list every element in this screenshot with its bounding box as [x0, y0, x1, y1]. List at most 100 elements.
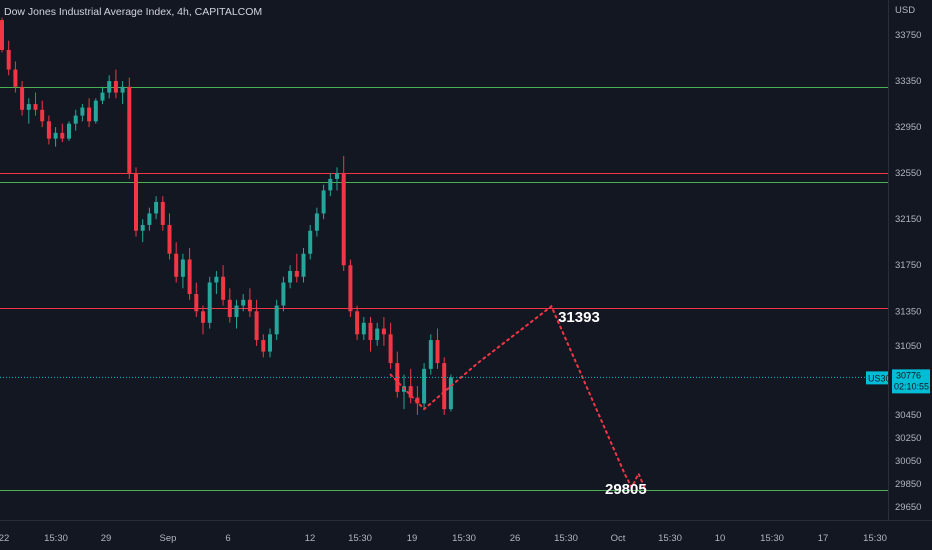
symbol-badge [866, 371, 888, 385]
projection-line[interactable] [389, 304, 647, 491]
candle-body [194, 294, 199, 312]
y-tick-label: 31050 [895, 341, 921, 352]
price-badge: US30 30776 02:10:55 [866, 369, 930, 394]
candle-body [314, 213, 319, 231]
price-badge-box [892, 369, 930, 394]
symbol-badge-text: US30 [868, 373, 891, 383]
candle-body [368, 322, 373, 341]
y-tick-label: 33750 [895, 30, 921, 41]
candle-body [348, 265, 353, 312]
candle-body [134, 173, 138, 231]
candle-body [381, 328, 386, 335]
candle-body [53, 132, 58, 139]
x-tick-label: Oct [611, 533, 626, 544]
x-tick-label: 29 [101, 533, 112, 544]
candle-body [247, 299, 252, 312]
y-tick-label: 31350 [895, 306, 921, 317]
candle-body [87, 107, 92, 122]
candle-body [361, 322, 366, 335]
y-tick-label: 32550 [895, 168, 921, 179]
candle-body [388, 334, 393, 364]
candle-body [321, 190, 326, 214]
candle-body [174, 253, 179, 277]
candle-body [415, 397, 420, 404]
candle-body [261, 340, 266, 352]
candle-body [33, 104, 38, 110]
candle-body [234, 305, 239, 318]
x-tick-label: 10 [715, 533, 726, 544]
projection-path [389, 304, 647, 491]
candle-body [408, 386, 413, 398]
y-tick-label: 29850 [895, 479, 921, 490]
candle-body [214, 276, 219, 283]
candle-body [107, 81, 112, 93]
x-tick-label: 15:30 [554, 533, 578, 544]
x-tick-label: 17 [818, 533, 829, 544]
candle-body [448, 377, 453, 410]
candle-body [120, 86, 125, 93]
y-tick-label: 32150 [895, 214, 921, 225]
annotations: 31393 29805 [558, 309, 647, 498]
candle-body [422, 368, 427, 404]
candle-body [154, 201, 159, 214]
candle-body [113, 81, 118, 93]
x-tick-label: 6 [225, 533, 230, 544]
candle-body [341, 173, 346, 266]
candle-body [60, 132, 65, 139]
candle-body [294, 271, 299, 277]
candle-body [20, 86, 25, 110]
x-tick-label: 26 [510, 533, 521, 544]
price-badge-value: 30776 [896, 370, 921, 380]
time-axis[interactable]: 22 15:30 29 Sep 6 12 15:30 19 15:30 26 15:30 Oct 15:… [0, 520, 932, 545]
candle-body [254, 311, 259, 341]
y-tick-label: 30250 [895, 433, 921, 444]
candle-body [288, 271, 293, 283]
candle-body [147, 213, 152, 225]
candle-body [308, 230, 313, 254]
candle-body [201, 311, 205, 323]
price-annotation: 31393 [558, 309, 600, 326]
horizontal-levels [0, 87, 888, 491]
candle-body [241, 299, 246, 306]
price-axis[interactable]: USD 33750 33350 32950 32550 32150 31750 31350 3… [888, 0, 922, 520]
y-tick-label: 30050 [895, 456, 921, 467]
candle-body [100, 92, 105, 101]
candle-body [274, 305, 279, 335]
candle-body [335, 173, 339, 179]
candle-body [355, 311, 360, 335]
candle-body [375, 328, 380, 341]
x-tick-label: 15:30 [348, 533, 372, 544]
candle-body [221, 276, 226, 300]
candle-body [227, 299, 232, 318]
candle-body [160, 201, 165, 225]
candle-body [395, 363, 400, 392]
y-tick-label: 31750 [895, 260, 921, 271]
candle-body [435, 340, 440, 364]
x-tick-label: Sep [160, 533, 177, 544]
x-tick-label: 12 [305, 533, 316, 544]
x-tick-label: 15:30 [44, 533, 68, 544]
candle-body [40, 109, 45, 122]
y-tick-label: 30450 [895, 410, 921, 421]
candle-body [187, 259, 192, 295]
candle-body [301, 253, 306, 277]
x-tick-label: 15:30 [452, 533, 476, 544]
y-tick-label: 33350 [895, 76, 921, 87]
candle-body [328, 178, 333, 191]
y-tick-label: 29650 [895, 502, 921, 513]
candle-body [442, 363, 447, 410]
chart-title: Dow Jones Industrial Average Index, 4h, … [4, 6, 263, 18]
candle-body [93, 100, 98, 122]
candle-body [0, 20, 4, 50]
candle-body [281, 282, 286, 306]
candle-body [140, 224, 145, 231]
candle-body [180, 259, 185, 277]
candle-body [67, 123, 71, 139]
candle-body [207, 282, 212, 323]
candle-body [167, 224, 172, 254]
candle-body [268, 334, 272, 352]
candles [0, 17, 453, 415]
y-tick-label: 32950 [895, 122, 921, 133]
candle-body [73, 115, 78, 124]
